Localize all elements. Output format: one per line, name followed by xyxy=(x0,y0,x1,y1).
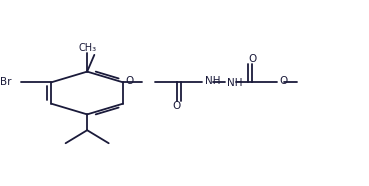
Text: NH: NH xyxy=(206,76,221,86)
Text: O: O xyxy=(125,76,134,86)
Text: NH: NH xyxy=(227,78,242,88)
Text: O: O xyxy=(279,76,287,86)
Text: Br: Br xyxy=(0,77,12,87)
Text: O: O xyxy=(173,101,181,110)
Text: O: O xyxy=(248,54,256,64)
Text: CH₃: CH₃ xyxy=(78,43,96,53)
